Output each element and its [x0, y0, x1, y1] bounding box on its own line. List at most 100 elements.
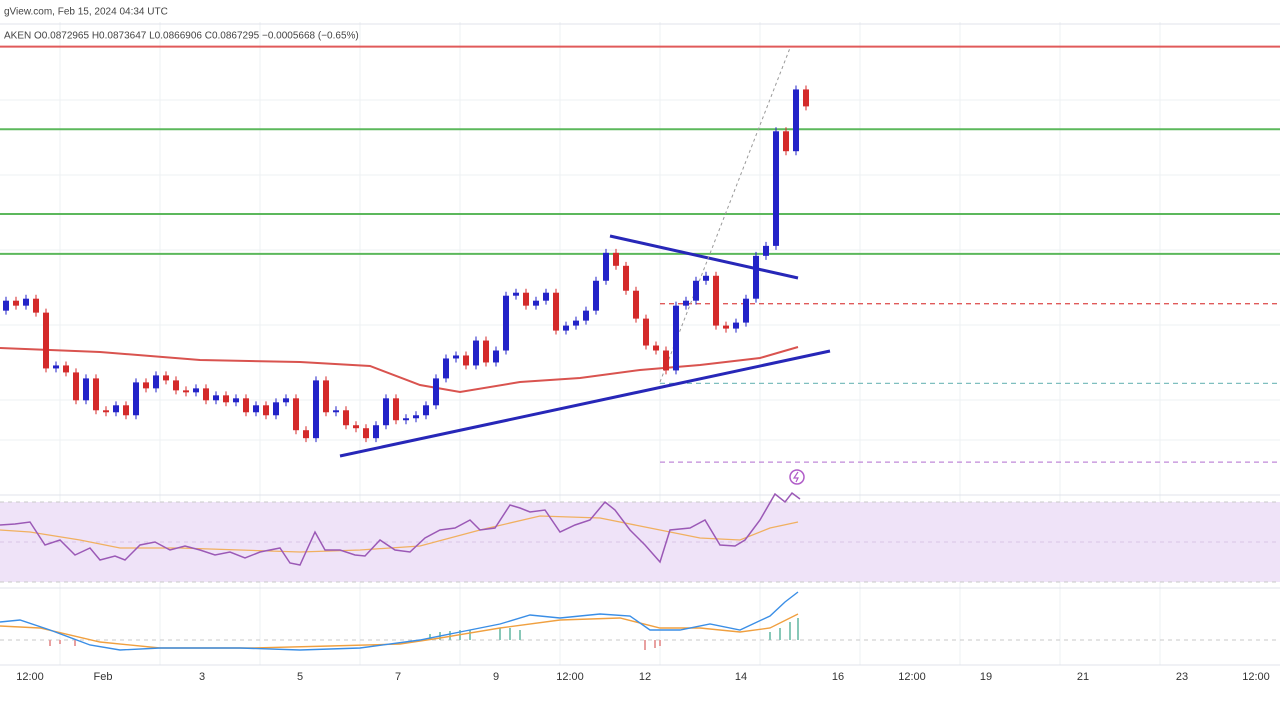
candle-body — [383, 398, 389, 426]
candle-body — [193, 388, 199, 393]
candle-body — [183, 390, 189, 393]
candle-body — [443, 358, 449, 379]
candle-body — [503, 295, 509, 351]
candle-body — [223, 395, 229, 403]
candle-body — [583, 310, 589, 321]
candle-body — [433, 378, 439, 406]
candle-body — [53, 365, 59, 369]
candle-body — [613, 252, 619, 266]
trendline — [609, 234, 799, 280]
candle-body — [93, 378, 99, 411]
candle-body — [413, 415, 419, 419]
candle-body — [73, 372, 79, 401]
x-tick-label: 16 — [832, 671, 844, 683]
candle-body — [283, 398, 289, 403]
candle-body — [43, 312, 49, 369]
candle-body — [293, 398, 299, 431]
candle-body — [543, 292, 549, 301]
x-tick-label: 14 — [735, 671, 747, 683]
candle-body — [773, 131, 779, 246]
x-tick-label: 12 — [639, 671, 651, 683]
candle-body — [623, 265, 629, 291]
candle-body — [643, 318, 649, 346]
candle-body — [493, 350, 499, 363]
candle-body — [13, 300, 19, 306]
candle-body — [313, 380, 319, 439]
ohlc-line: AKEN O0.0872965 H0.0873647 L0.0866906 C0… — [4, 31, 359, 42]
candle-body — [463, 355, 469, 366]
candle-body — [263, 405, 269, 416]
candle-body — [163, 375, 169, 381]
candle-body — [63, 365, 69, 373]
candle-body — [673, 305, 679, 371]
x-tick-label: 21 — [1077, 671, 1089, 683]
candle-body — [253, 405, 259, 413]
event-icon — [789, 469, 805, 485]
candle-body — [713, 275, 719, 326]
candle-body — [333, 410, 339, 413]
candle-body — [803, 89, 809, 107]
candle-body — [143, 382, 149, 389]
candle-body — [603, 252, 609, 281]
candle-body — [403, 418, 409, 421]
candle-body — [243, 398, 249, 413]
event-icon-bolt — [792, 471, 799, 483]
x-tick-label: 12:00 — [1242, 671, 1270, 683]
candle-body — [783, 131, 789, 152]
candle-body — [83, 378, 89, 401]
macd-histogram-neg — [49, 640, 661, 650]
candle-body — [593, 280, 599, 311]
x-tick-label: 19 — [980, 671, 992, 683]
moving-average — [0, 346, 799, 394]
candle-body — [133, 382, 139, 416]
candle-body — [353, 425, 359, 429]
candle-body — [233, 398, 239, 403]
candle-body — [483, 340, 489, 363]
candle-body — [573, 320, 579, 326]
candle-body — [33, 298, 39, 313]
candle-body — [363, 428, 369, 439]
x-tick-label: 12:00 — [16, 671, 44, 683]
macd-line — [0, 591, 799, 651]
levels — [0, 45, 1280, 463]
candle-body — [693, 280, 699, 301]
candles — [3, 85, 809, 443]
candle-body — [113, 405, 119, 413]
candle-body — [103, 410, 109, 413]
candle-body — [763, 245, 769, 256]
candle-body — [533, 300, 539, 306]
candle-body — [153, 375, 159, 389]
macd-signal — [0, 613, 799, 649]
x-tick-label: 3 — [199, 671, 205, 683]
candle-body — [393, 398, 399, 421]
candle-body — [683, 300, 689, 306]
candle-body — [753, 255, 759, 299]
x-tick-label: 9 — [493, 671, 499, 683]
source-line: gView.com, Feb 15, 2024 04:34 UTC — [4, 7, 168, 18]
x-axis-labels: 12:00 Feb 3 5 7 9 12:00 12 14 16 12:00 19 21 23 12:00 — [16, 671, 1270, 683]
candle-body — [793, 89, 799, 152]
candle-body — [213, 395, 219, 401]
candle-body — [373, 425, 379, 439]
candle-body — [723, 325, 729, 329]
candle-body — [513, 292, 519, 296]
candle-body — [203, 388, 209, 401]
candle-body — [273, 402, 279, 416]
candle-body — [23, 298, 29, 306]
candle-body — [303, 430, 309, 439]
x-tick-label: Feb — [94, 671, 113, 683]
candle-body — [703, 275, 709, 281]
x-tick-label: 7 — [395, 671, 401, 683]
candle-body — [343, 410, 349, 426]
x-tick-label: 12:00 — [898, 671, 926, 683]
candle-body — [473, 340, 479, 366]
candle-body — [553, 292, 559, 331]
candle-body — [733, 322, 739, 329]
candle-body — [743, 298, 749, 323]
x-tick-label: 5 — [297, 671, 303, 683]
candle-body — [323, 380, 329, 413]
candle-body — [663, 350, 669, 371]
candle-body — [123, 405, 129, 416]
